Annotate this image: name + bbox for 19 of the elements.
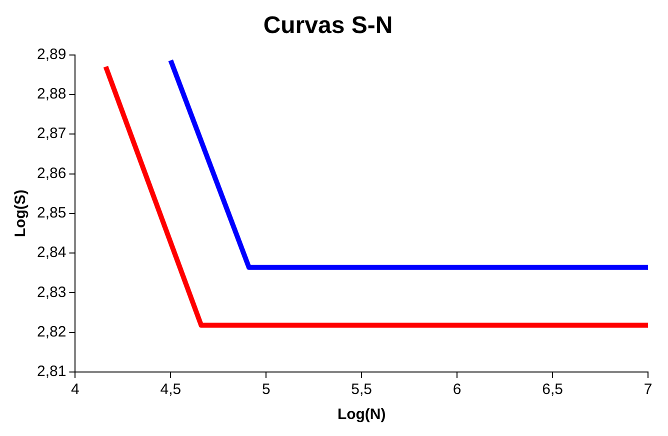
- x-tick-label: 6: [452, 381, 462, 398]
- x-tick-label: 4,5: [160, 381, 182, 398]
- y-tick-label: 2,83: [36, 284, 66, 301]
- x-tick-label: 7: [644, 381, 652, 398]
- y-tick-label: 2,84: [36, 244, 66, 262]
- y-axis-title: Log(S): [12, 190, 30, 238]
- x-tick-label: 5,5: [351, 381, 372, 398]
- y-tick-label: 2,85: [36, 204, 66, 222]
- x-tick-label: 4: [71, 381, 80, 398]
- chart-title: Curvas S-N: [263, 12, 393, 40]
- y-tick-label: 2,87: [36, 125, 66, 142]
- y-tick-label: 2,81: [36, 363, 66, 380]
- y-tick-label: 2,86: [36, 164, 66, 182]
- y-tick-label: 2,82: [36, 323, 66, 340]
- y-tick-label: 2,88: [36, 86, 66, 103]
- x-tick-label: 5: [262, 381, 270, 398]
- x-tick-label: 6,5: [542, 381, 563, 398]
- y-tick-label: 2,89: [36, 46, 66, 63]
- x-axis-title: Log(N): [337, 406, 386, 424]
